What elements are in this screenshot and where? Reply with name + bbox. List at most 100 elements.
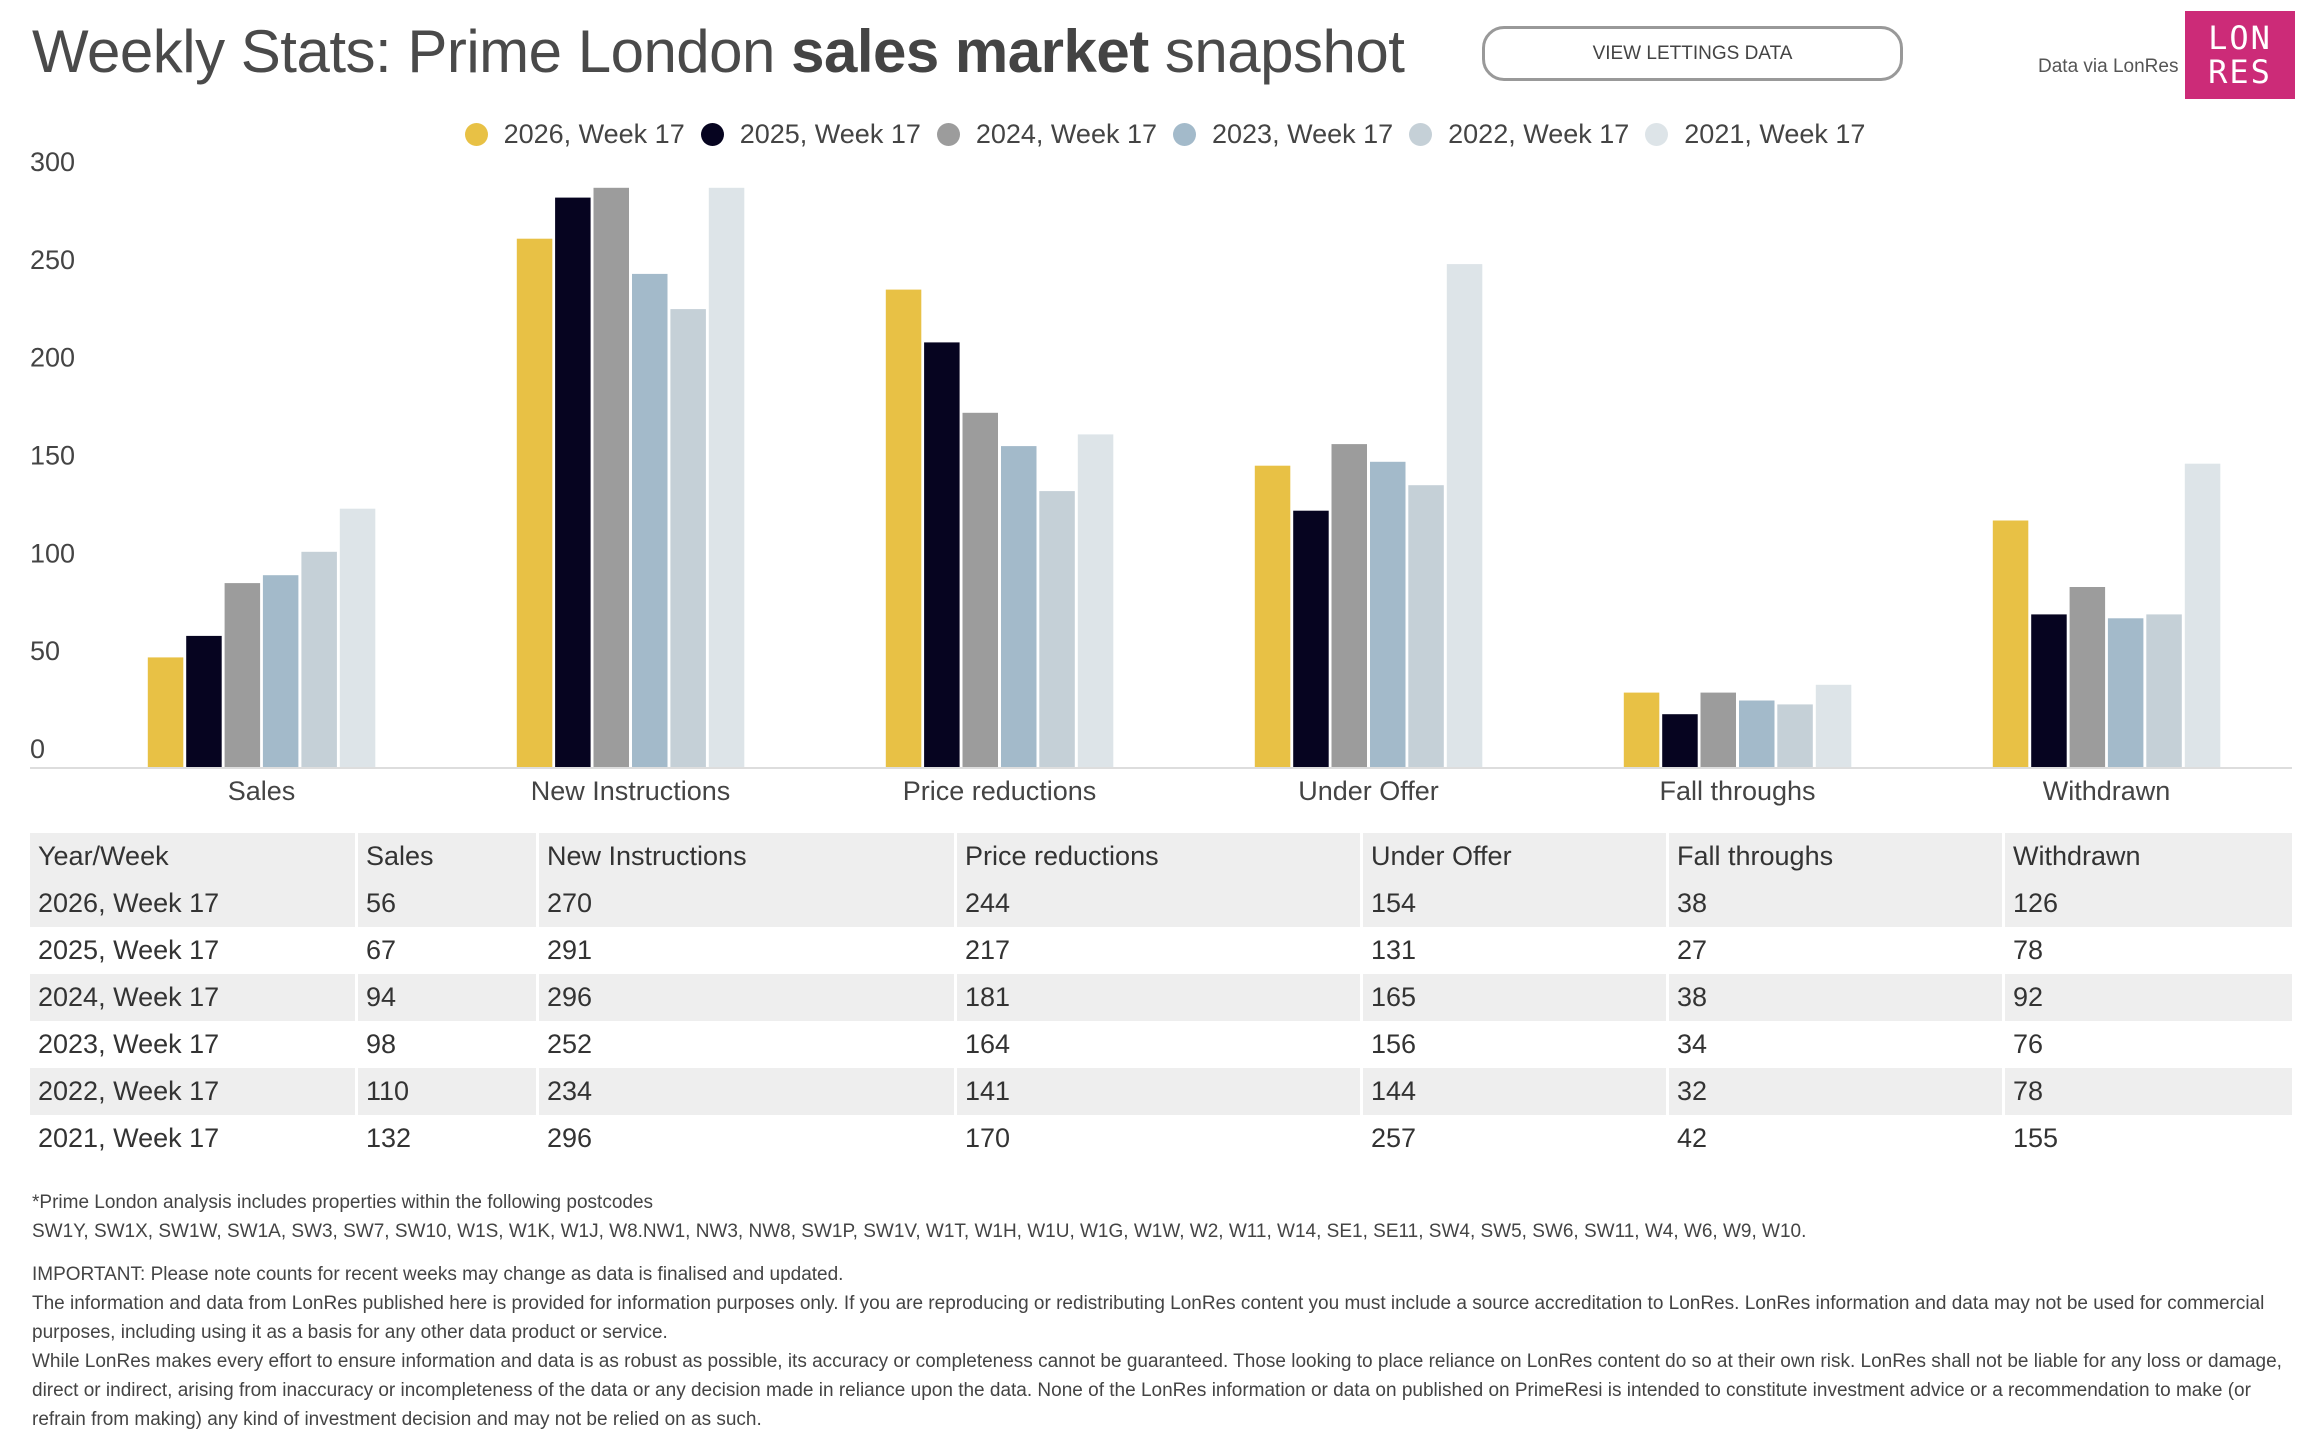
- bar[interactable]: [1254, 465, 1291, 767]
- bar[interactable]: [1001, 446, 1037, 767]
- bar[interactable]: [339, 508, 376, 767]
- bar[interactable]: [186, 635, 222, 767]
- bar[interactable]: [301, 551, 337, 767]
- bar[interactable]: [2107, 618, 2144, 767]
- value-cell: 164: [957, 1021, 1363, 1068]
- bar[interactable]: [632, 273, 668, 767]
- bar[interactable]: [1077, 434, 1114, 767]
- bar[interactable]: [1700, 692, 1737, 767]
- bar[interactable]: [1777, 704, 1813, 767]
- legend-item[interactable]: 2022, Week 17: [1409, 119, 1629, 150]
- value-cell: 156: [1363, 1021, 1669, 1068]
- bar[interactable]: [1992, 520, 2029, 768]
- bar[interactable]: [1039, 491, 1075, 767]
- legend-item[interactable]: 2021, Week 17: [1645, 119, 1865, 150]
- value-cell: 296: [539, 1115, 957, 1162]
- row-label-cell: 2025, Week 17: [30, 927, 358, 974]
- column-header[interactable]: Sales: [358, 833, 539, 880]
- bar[interactable]: [1662, 714, 1698, 767]
- chart-legend: 2026, Week 17 2025, Week 17 2024, Week 17 2…: [0, 116, 2310, 152]
- column-header[interactable]: Withdrawn: [2013, 841, 2141, 871]
- bar[interactable]: [516, 238, 553, 767]
- legend-item[interactable]: 2026, Week 17: [464, 118, 685, 150]
- view-lettings-data-button[interactable]: VIEW LETTINGS DATA: [1482, 26, 1903, 81]
- bar[interactable]: [224, 583, 261, 767]
- postcodes-intro: *Prime London analysis includes properti…: [32, 1192, 654, 1213]
- bar[interactable]: [924, 342, 960, 767]
- table-row: 2022, Week 17 110 234 141 144 32 78: [30, 1068, 2292, 1115]
- bar[interactable]: [2069, 587, 2106, 767]
- y-tick-label: 250: [30, 245, 75, 275]
- value-cell: 234: [539, 1068, 957, 1115]
- bar[interactable]: [262, 575, 299, 767]
- x-category-label: Price reductions: [903, 776, 1097, 806]
- row-label-cell: 2023, Week 17: [30, 1021, 358, 1068]
- bar[interactable]: [1370, 461, 1406, 767]
- view-lettings-data-label: VIEW LETTINGS DATA: [1592, 42, 1793, 64]
- legend-item[interactable]: 2024, Week 17: [936, 118, 1157, 150]
- bar[interactable]: [555, 197, 591, 768]
- legend-item[interactable]: 2025, Week 17: [700, 118, 921, 150]
- bar[interactable]: [2146, 614, 2182, 767]
- title-prefix: Weekly Stats: Prime London: [32, 18, 792, 85]
- bar[interactable]: [1623, 692, 1660, 767]
- table-row: 2021, Week 17 132 296 170 257 42 155: [30, 1115, 2292, 1162]
- stats-table: Year/Week Sales New Instructions Price redu…: [30, 833, 2292, 1162]
- column-header[interactable]: New Instructions: [539, 833, 957, 880]
- bar[interactable]: [1446, 264, 1483, 767]
- y-tick-label: 150: [30, 441, 75, 471]
- bar[interactable]: [1331, 444, 1368, 767]
- value-cell: 132: [358, 1115, 539, 1162]
- value-cell: 165: [1363, 974, 1669, 1021]
- bar[interactable]: [885, 289, 922, 767]
- title-suffix: snapshot: [1148, 18, 1405, 85]
- bar[interactable]: [670, 309, 706, 767]
- value-cell: 34: [1669, 1021, 2005, 1068]
- legend-label: 2025, Week 17: [739, 118, 921, 149]
- value-cell: 94: [358, 974, 539, 1021]
- bar[interactable]: [962, 412, 999, 767]
- bar[interactable]: [1408, 485, 1444, 767]
- bar[interactable]: [2031, 614, 2067, 767]
- value-cell: 217: [957, 927, 1363, 974]
- legend-label: 2024, Week 17: [975, 118, 1157, 149]
- important-note: IMPORTANT: Please note counts for recent…: [32, 1264, 844, 1285]
- bar[interactable]: [2184, 463, 2221, 767]
- column-header[interactable]: Under Offer: [1363, 833, 1669, 880]
- value-cell: 155: [2013, 1123, 2059, 1153]
- bar[interactable]: [1815, 684, 1852, 767]
- value-cell: 56: [358, 880, 539, 927]
- value-cell: 78: [2013, 1076, 2044, 1106]
- x-category-label: New Instructions: [531, 776, 731, 806]
- title-bold: sales market: [791, 18, 1149, 85]
- value-cell: 110: [358, 1068, 539, 1115]
- bar[interactable]: [593, 187, 630, 768]
- value-cell: 67: [358, 927, 539, 974]
- value-cell: 98: [358, 1021, 539, 1068]
- legend-swatch-icon: [700, 122, 724, 146]
- value-cell: 38: [1669, 974, 2005, 1021]
- table-header-row: Year/Week Sales New Instructions Price redu…: [30, 833, 2292, 880]
- column-header[interactable]: Fall throughs: [1669, 833, 2005, 880]
- value-cell: 270: [539, 880, 957, 927]
- bar[interactable]: [147, 657, 184, 767]
- x-category-label: Sales: [228, 776, 296, 806]
- disclaimer-note: While LonRes makes every effort to ensur…: [32, 1351, 2282, 1430]
- bar[interactable]: [708, 187, 745, 768]
- value-cell: 131: [1363, 927, 1669, 974]
- column-header[interactable]: Year/Week: [30, 833, 358, 880]
- table-row: 2026, Week 17 56 270 244 154 38 126: [30, 880, 2292, 927]
- bar[interactable]: [1293, 510, 1329, 767]
- row-label-cell: 2024, Week 17: [30, 974, 358, 1021]
- data-source-label: Data via LonRes: [2038, 56, 2179, 77]
- column-header[interactable]: Price reductions: [957, 833, 1363, 880]
- value-cell: 291: [539, 927, 957, 974]
- lonres-logo[interactable]: LON RES: [2185, 11, 2295, 99]
- logo-line-2: RES: [2208, 53, 2272, 91]
- table-row: 2023, Week 17 98 252 164 156 34 76: [30, 1021, 2292, 1068]
- legend-label: 2026, Week 17: [503, 118, 685, 149]
- table-row: 2025, Week 17 67 291 217 131 27 78: [30, 927, 2292, 974]
- legend-item[interactable]: 2023, Week 17: [1173, 119, 1393, 150]
- bar[interactable]: [1739, 700, 1775, 768]
- logo-line-1: LON: [2208, 19, 2272, 57]
